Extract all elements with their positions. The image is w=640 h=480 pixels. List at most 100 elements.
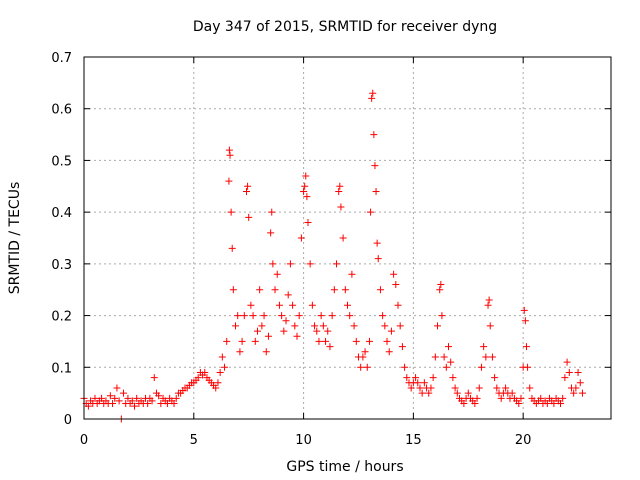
data-point	[387, 327, 395, 335]
data-point	[369, 89, 377, 97]
data-point	[300, 187, 308, 195]
data-point	[431, 353, 439, 361]
data-point	[392, 281, 400, 289]
data-point	[407, 384, 415, 392]
data-point	[341, 286, 349, 294]
data-point	[420, 379, 428, 387]
data-point	[326, 343, 334, 351]
data-point	[226, 151, 234, 159]
data-point	[229, 286, 237, 294]
data-point	[322, 337, 330, 345]
y-tick-label: 0.4	[51, 206, 72, 221]
data-point	[324, 327, 332, 335]
data-point	[131, 402, 139, 410]
data-point	[416, 384, 424, 392]
x-tick-label: 20	[515, 433, 532, 448]
data-point	[559, 394, 567, 402]
data-point	[267, 229, 275, 237]
data-point	[172, 394, 180, 402]
data-point	[403, 374, 411, 382]
data-point	[429, 374, 437, 382]
data-point	[418, 389, 426, 397]
data-point	[319, 322, 327, 330]
data-point	[524, 363, 532, 371]
data-point	[401, 363, 409, 371]
data-point	[264, 332, 272, 340]
data-point	[269, 260, 277, 268]
data-point	[228, 244, 236, 252]
data-point	[303, 193, 311, 201]
data-point	[212, 384, 220, 392]
data-point	[572, 384, 580, 392]
data-point	[336, 182, 344, 190]
data-point	[84, 402, 92, 410]
y-tick-label: 0.3	[51, 258, 72, 273]
data-point	[313, 327, 321, 335]
data-point	[157, 399, 165, 407]
grid-layer	[84, 57, 611, 419]
chart-title: Day 347 of 2015, SRMTID for receiver dyn…	[193, 19, 497, 35]
data-point	[348, 270, 356, 278]
y-axis-label: SRMTID / TECUs	[7, 182, 23, 295]
data-point	[574, 368, 582, 376]
data-point	[570, 389, 578, 397]
data-point	[374, 255, 382, 263]
data-point	[218, 353, 226, 361]
data-point	[445, 343, 453, 351]
data-point	[150, 374, 158, 382]
y-tick-label: 0	[64, 413, 72, 428]
data-point	[565, 368, 573, 376]
data-point	[317, 312, 325, 320]
data-point	[194, 374, 202, 382]
data-point	[453, 389, 461, 397]
data-point	[244, 182, 252, 190]
data-point	[106, 392, 114, 400]
x-tick-label: 15	[405, 433, 422, 448]
data-point	[372, 187, 380, 195]
data-point	[543, 399, 551, 407]
data-point	[124, 394, 132, 402]
data-point	[280, 327, 288, 335]
data-point	[521, 317, 529, 325]
data-point	[258, 322, 266, 330]
data-point	[550, 399, 558, 407]
data-point	[414, 379, 422, 387]
data-point	[242, 187, 250, 195]
data-point	[556, 399, 564, 407]
data-point	[412, 374, 420, 382]
data-point	[311, 322, 319, 330]
data-point	[563, 358, 571, 366]
data-point	[464, 389, 472, 397]
data-point	[163, 399, 171, 407]
data-point	[376, 286, 384, 294]
data-point	[485, 296, 493, 304]
data-point	[365, 337, 373, 345]
data-point	[398, 343, 406, 351]
data-point	[385, 348, 393, 356]
data-point	[128, 397, 136, 405]
data-point	[120, 389, 128, 397]
data-point	[482, 353, 490, 361]
data-point	[289, 301, 297, 309]
data-point	[373, 239, 381, 247]
data-point	[238, 337, 246, 345]
data-point	[361, 348, 369, 356]
data-point	[488, 353, 496, 361]
data-point	[447, 358, 455, 366]
x-tick-label: 0	[80, 433, 88, 448]
data-point	[346, 312, 354, 320]
data-point	[328, 312, 336, 320]
data-point	[475, 384, 483, 392]
data-point	[227, 208, 235, 216]
data-point	[367, 208, 375, 216]
data-point	[473, 394, 481, 402]
data-point	[115, 397, 123, 405]
data-point	[517, 394, 525, 402]
ticks-layer: 0 0.1 0.2 0.3 0.4 0.5 0.6 0.7 0 5 10 15 20	[51, 51, 611, 448]
data-point	[295, 312, 303, 320]
data-point	[561, 374, 569, 382]
data-point	[363, 363, 371, 371]
data-point	[273, 270, 281, 278]
y-tick-label: 0.2	[51, 310, 72, 325]
